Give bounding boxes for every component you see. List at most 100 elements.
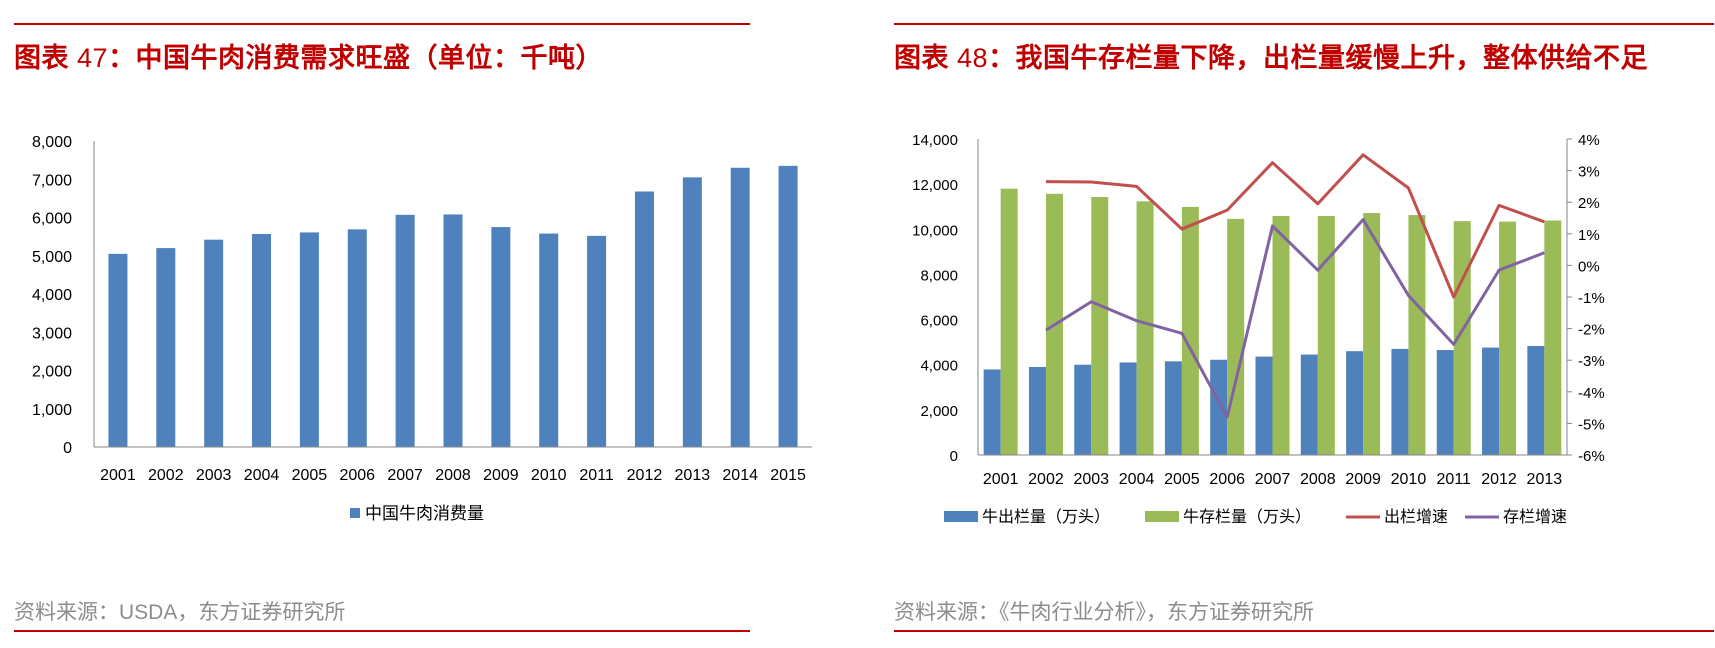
title-prefix: 图表 [14, 43, 69, 73]
y-tick-label: 1,000 [32, 402, 72, 419]
bar-consumption [587, 235, 607, 447]
y-tick-label: 5,000 [32, 249, 72, 266]
right-y-tick-label: 2% [1578, 195, 1600, 212]
bar-consumption [443, 214, 463, 447]
bar-stock [1544, 220, 1562, 455]
x-tick-label: 2003 [1073, 471, 1109, 488]
x-tick-label: 2007 [1255, 471, 1291, 488]
line-stock-growth [1045, 218, 1545, 419]
title-prefix: 图表 [894, 43, 949, 73]
title-text: ：中国牛肉消费需求旺盛（单位：千吨） [108, 43, 604, 73]
left-y-tick-label: 6,000 [920, 313, 958, 330]
bar-slaughter [1164, 361, 1182, 455]
bar-stock [1317, 215, 1335, 455]
bar-consumption [778, 165, 798, 448]
legend-label-consumption: 中国牛肉消费量 [365, 504, 484, 523]
line-slaughter-growth [1045, 153, 1545, 299]
x-tick-label: 2008 [435, 467, 471, 484]
bar-stock [1181, 206, 1199, 455]
right-y-tick-label: -3% [1578, 353, 1605, 370]
bar-stock [1408, 215, 1426, 455]
cattle-combo-chart: 0 2,000 4,000 6,000 8,000 10,000 12,000 14,000 -… [912, 132, 1605, 526]
right-y-tick-label: -5% [1578, 416, 1605, 433]
x-tick-label: 2005 [1164, 471, 1200, 488]
left-y-tick-label: 0 [950, 448, 958, 465]
x-tick-label: 2005 [292, 467, 328, 484]
x-tick-label: 2006 [339, 467, 375, 484]
bottom-rule [894, 630, 1714, 632]
right-y-tick-label: -4% [1578, 385, 1605, 402]
x-tick-label: 2001 [100, 467, 136, 484]
y-tick-label: 4,000 [32, 287, 72, 304]
x-tick-label: 2008 [1300, 471, 1336, 488]
left-y-tick-label: 2,000 [920, 403, 958, 420]
bar-slaughter [1391, 348, 1409, 455]
x-tick-label: 2004 [244, 467, 280, 484]
left-y-tick-label: 8,000 [920, 267, 958, 284]
x-tick-label: 2014 [722, 467, 758, 484]
right-y-tick-label: 0% [1578, 258, 1600, 275]
bar-consumption [252, 233, 272, 447]
bar-consumption [108, 253, 128, 447]
x-tick-label: 2011 [579, 467, 614, 484]
bar-stock [1272, 215, 1290, 455]
bar-slaughter [983, 369, 1001, 455]
x-tick-label: 2013 [675, 467, 711, 484]
y-tick-label: 2,000 [32, 364, 72, 381]
bar-stock [1227, 218, 1245, 455]
x-tick-label: 2015 [770, 467, 806, 484]
bar-slaughter [1074, 364, 1092, 455]
consumption-bar-chart: 0 1,000 2,000 3,000 4,000 5,000 6,000 7,000 8,00… [32, 134, 812, 523]
x-tick-label: 2010 [531, 467, 567, 484]
top-rule [894, 23, 1714, 25]
bar-consumption [204, 239, 224, 447]
top-rule [14, 23, 750, 25]
bar-slaughter [1028, 366, 1046, 455]
bar-slaughter [1482, 347, 1500, 455]
bar-consumption [634, 191, 654, 447]
source-note: 资料来源：USDA，东方证券研究所 [14, 601, 346, 624]
x-tick-label: 2012 [627, 467, 663, 484]
bar-stock [1091, 197, 1109, 455]
bar-consumption [682, 177, 702, 447]
y-tick-label: 7,000 [32, 172, 72, 189]
title-number: 48 [957, 43, 989, 73]
bar-stock [1499, 221, 1517, 455]
bar-stock [1136, 201, 1154, 455]
x-tick-label: 2009 [1345, 471, 1381, 488]
left-y-tick-label: 12,000 [912, 177, 958, 194]
chart-panel-consumption: 图表 47：中国牛肉消费需求旺盛（单位：千吨） 0 1,000 2,000 3,000… [0, 0, 830, 648]
bar-slaughter [1436, 350, 1454, 455]
right-y-tick-label: 1% [1578, 227, 1600, 244]
chart-title: 图表 47：中国牛肉消费需求旺盛（单位：千吨） [14, 36, 603, 75]
x-tick-label: 2013 [1527, 471, 1563, 488]
x-tick-label: 2009 [483, 467, 519, 484]
source-note: 资料来源：《牛肉行业分析》，东方证券研究所 [894, 601, 1314, 624]
y-tick-label: 3,000 [32, 325, 72, 342]
legend-label-slaughter-growth: 出栏增速 [1384, 508, 1448, 526]
bar-slaughter [1210, 359, 1228, 455]
legend-label-slaughter: 牛出栏量（万头） [982, 508, 1110, 526]
x-tick-label: 2006 [1209, 471, 1245, 488]
bar-consumption [730, 167, 750, 447]
legend-swatch-slaughter [944, 511, 978, 522]
x-tick-label: 2010 [1391, 471, 1427, 488]
right-y-tick-label: 4% [1578, 132, 1600, 149]
bar-stock [1000, 188, 1018, 455]
x-tick-label: 2004 [1119, 471, 1155, 488]
y-tick-label: 8,000 [32, 134, 72, 151]
bar-stock [1363, 213, 1381, 455]
bar-consumption [347, 229, 367, 447]
right-y-tick-label: -1% [1578, 290, 1605, 307]
right-y-tick-label: -6% [1578, 448, 1605, 465]
bar-slaughter [1527, 345, 1545, 455]
right-y-tick-label: 3% [1578, 164, 1600, 181]
legend-swatch-stock [1145, 511, 1179, 522]
chart-panel-cattle-stock: 图表 48：我国牛存栏量下降，出栏量缓慢上升，整体供给不足 0 2,000 4,00… [880, 0, 1715, 648]
bar-slaughter [1300, 354, 1318, 455]
bar-consumption [539, 233, 559, 447]
left-y-tick-label: 4,000 [920, 358, 958, 375]
left-y-tick-label: 10,000 [912, 222, 958, 239]
bar-consumption [299, 232, 319, 447]
bar-consumption [395, 214, 415, 447]
